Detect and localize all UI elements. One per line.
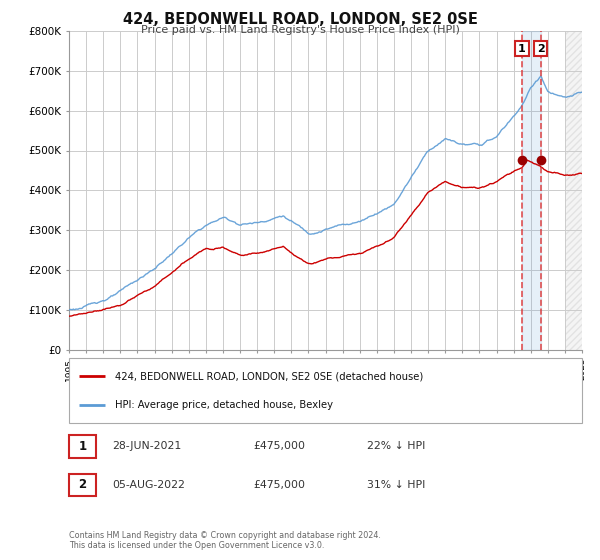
Text: HPI: Average price, detached house, Bexley: HPI: Average price, detached house, Bexl… (115, 400, 333, 410)
Text: 05-AUG-2022: 05-AUG-2022 (113, 480, 185, 490)
Text: 424, BEDONWELL ROAD, LONDON, SE2 0SE: 424, BEDONWELL ROAD, LONDON, SE2 0SE (122, 12, 478, 27)
Text: £475,000: £475,000 (254, 441, 305, 451)
Text: 1: 1 (78, 440, 86, 453)
Text: 424, BEDONWELL ROAD, LONDON, SE2 0SE (detached house): 424, BEDONWELL ROAD, LONDON, SE2 0SE (de… (115, 371, 424, 381)
FancyBboxPatch shape (69, 435, 95, 458)
Text: Price paid vs. HM Land Registry's House Price Index (HPI): Price paid vs. HM Land Registry's House … (140, 25, 460, 35)
Text: 1: 1 (518, 44, 526, 54)
Text: 2: 2 (78, 478, 86, 491)
Bar (522, 31, 541, 350)
Text: 2: 2 (537, 44, 545, 54)
Text: 22% ↓ HPI: 22% ↓ HPI (367, 441, 425, 451)
FancyBboxPatch shape (69, 358, 582, 423)
Text: 31% ↓ HPI: 31% ↓ HPI (367, 480, 425, 490)
Text: 28-JUN-2021: 28-JUN-2021 (113, 441, 182, 451)
Text: Contains HM Land Registry data © Crown copyright and database right 2024.
This d: Contains HM Land Registry data © Crown c… (69, 530, 381, 550)
Text: £475,000: £475,000 (254, 480, 305, 490)
FancyBboxPatch shape (69, 474, 95, 496)
